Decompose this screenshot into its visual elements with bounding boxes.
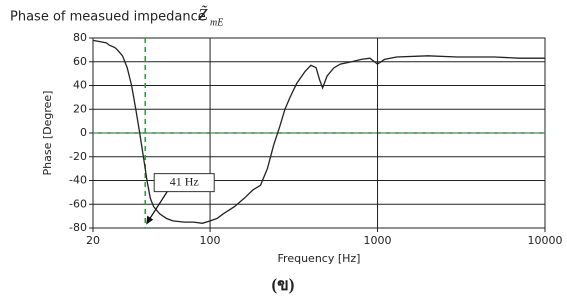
y-tick-label: -80	[69, 221, 87, 234]
y-tick-label: -40	[69, 174, 87, 187]
x-axis-label: Frequency [Hz]	[278, 252, 361, 265]
annotation-text: 41 Hz	[170, 174, 199, 188]
x-tick-label: 1000	[364, 234, 392, 247]
y-tick-label: 60	[73, 55, 87, 68]
title-symbol: Z̃	[198, 5, 208, 24]
x-tick-label: 20	[86, 234, 100, 247]
chart-title: Phase of measued impedance	[10, 10, 206, 25]
x-tick-label: 100	[200, 234, 221, 247]
title-subscript: mE	[210, 17, 223, 28]
y-tick-label: 0	[80, 126, 87, 139]
y-tick-label: 40	[73, 79, 87, 92]
y-axis-label: Phase [Degree]	[41, 91, 54, 176]
y-tick-label: 20	[73, 102, 87, 115]
y-tick-label: -60	[69, 197, 87, 210]
caption: (ข)	[272, 275, 295, 294]
y-tick-label: 80	[73, 31, 87, 44]
x-tick-label: 10000	[528, 234, 563, 247]
y-tick-label: -20	[69, 150, 87, 163]
chart: Phase of measued impedance Z̃ mE Frequen…	[0, 0, 567, 299]
